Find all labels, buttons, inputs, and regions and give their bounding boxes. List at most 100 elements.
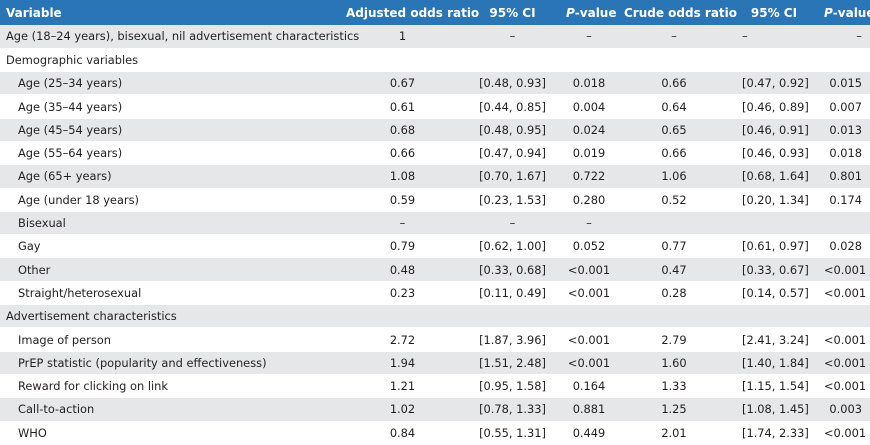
cell-p-value-adjusted: 0.881 <box>560 397 618 422</box>
cell-p-value-adjusted <box>560 48 618 73</box>
cell-variable: Bisexual <box>0 211 340 236</box>
table-row: Age (25–34 years) 0.67 [0.48, 0.93] 0.018 0.… <box>0 71 870 96</box>
cell-adjusted-odds-ratio <box>340 48 465 73</box>
cell-p-value-adjusted: 0.722 <box>560 164 618 189</box>
cell-variable: Age (55–64 years) <box>0 141 340 166</box>
cell-ci-crude: [0.61, 0.97] <box>730 234 818 259</box>
cell-adjusted-odds-ratio: 0.61 <box>340 94 465 119</box>
cell-crude-odds-ratio: 2.01 <box>618 421 730 445</box>
header-p-letter: P <box>824 5 833 20</box>
cell-p-value-crude: 0.007 <box>818 94 870 119</box>
cell-ci-adjusted: [0.44, 0.85] <box>465 94 560 119</box>
cell-ci-crude: [1.74, 2.33] <box>730 421 818 445</box>
table-row: Age (65+ years) 1.08 [0.70, 1.67] 0.722 1.06… <box>0 164 870 189</box>
table-row: WHO 0.84 [0.55, 1.31] 0.449 2.01 [1.74, 2.33]… <box>0 421 870 445</box>
cell-adjusted-odds-ratio: 0.48 <box>340 257 465 282</box>
cell-variable: Age (35–44 years) <box>0 94 340 119</box>
cell-ci-crude: [0.33, 0.67] <box>730 257 818 282</box>
cell-crude-odds-ratio <box>618 48 730 73</box>
table-header-row: Variable Adjusted odds ratio 95% CI P-va… <box>0 0 870 25</box>
cell-variable: Gay <box>0 234 340 259</box>
cell-variable: Advertisement characteristics <box>0 304 340 329</box>
cell-ci-adjusted: – <box>465 25 560 49</box>
header-variable: Variable <box>6 5 62 20</box>
cell-p-value-adjusted: 0.019 <box>560 141 618 166</box>
cell-ci-adjusted: [0.55, 1.31] <box>465 421 560 445</box>
cell-adjusted-odds-ratio: 2.72 <box>340 327 465 352</box>
cell-ci-crude: [0.46, 0.89] <box>730 94 818 119</box>
header-p-value-crude: P-value <box>818 0 870 25</box>
table-row: Call-to-action 1.02 [0.78, 1.33] 0.881 1.25[… <box>0 397 870 422</box>
table-row: Age (55–64 years) 0.66 [0.47, 0.94] 0.019 0.… <box>0 141 870 166</box>
cell-crude-odds-ratio: 1.60 <box>618 351 730 375</box>
cell-variable: Call-to-action <box>0 397 340 422</box>
cell-p-value-adjusted: <0.001 <box>560 281 618 306</box>
cell-crude-odds-ratio <box>618 211 730 236</box>
cell-crude-odds-ratio: – <box>618 25 730 49</box>
cell-ci-adjusted: [0.23, 1.53] <box>465 188 560 212</box>
table-row: Gay 0.79 [0.62, 1.00] 0.052 0.77 [0.61, 0.97]… <box>0 234 870 259</box>
cell-p-value-crude: <0.001 <box>818 327 870 352</box>
cell-adjusted-odds-ratio <box>340 304 465 329</box>
cell-ci-adjusted: [0.62, 1.00] <box>465 234 560 259</box>
cell-ci-crude: [0.47, 0.92] <box>730 71 818 96</box>
cell-adjusted-odds-ratio: 0.84 <box>340 421 465 445</box>
cell-variable: Straight/heterosexual <box>0 281 340 306</box>
cell-adjusted-odds-ratio: 0.23 <box>340 281 465 306</box>
table-row: PrEP statistic (popularity and effective… <box>0 351 870 375</box>
table-row: Image of person 2.72 [1.87, 3.96] <0.001 2.7… <box>0 327 870 352</box>
table-row: Age (35–44 years) 0.61 [0.44, 0.85] 0.004 0.… <box>0 94 870 119</box>
cell-adjusted-odds-ratio: 1.08 <box>340 164 465 189</box>
cell-ci-crude: [0.68, 1.64] <box>730 164 818 189</box>
cell-crude-odds-ratio <box>618 304 730 329</box>
cell-p-value-crude: 0.013 <box>818 118 870 142</box>
cell-p-value-crude: <0.001 <box>818 421 870 445</box>
cell-p-value-adjusted: – <box>560 25 618 49</box>
cell-adjusted-odds-ratio: 0.66 <box>340 141 465 166</box>
cell-ci-adjusted <box>465 304 560 329</box>
cell-ci-crude: [1.15, 1.54] <box>730 374 818 399</box>
cell-crude-odds-ratio: 0.77 <box>618 234 730 259</box>
cell-crude-odds-ratio: 0.66 <box>618 71 730 96</box>
cell-variable: Demographic variables <box>0 48 340 73</box>
cell-p-value-adjusted: 0.280 <box>560 188 618 212</box>
cell-p-value-crude: 0.018 <box>818 141 870 166</box>
cell-adjusted-odds-ratio: 1.21 <box>340 374 465 399</box>
cell-crude-odds-ratio: 0.64 <box>618 94 730 119</box>
cell-variable: Age (25–34 years) <box>0 71 340 96</box>
cell-adjusted-odds-ratio: 1.94 <box>340 351 465 375</box>
cell-crude-odds-ratio: 0.28 <box>618 281 730 306</box>
cell-crude-odds-ratio: 1.06 <box>618 164 730 189</box>
cell-adjusted-odds-ratio: 0.59 <box>340 188 465 212</box>
cell-variable: Age (under 18 years) <box>0 188 340 212</box>
cell-p-value-adjusted: 0.052 <box>560 234 618 259</box>
table-row: Reward for clicking on link 1.21 [0.95, 1.… <box>0 374 870 399</box>
cell-crude-odds-ratio: 0.52 <box>618 188 730 212</box>
cell-ci-adjusted: [0.33, 0.68] <box>465 257 560 282</box>
cell-crude-odds-ratio: 0.66 <box>618 141 730 166</box>
header-p-suffix: -value <box>574 5 617 20</box>
table-row: Age (18–24 years), bisexual, nil adverti… <box>0 25 870 49</box>
header-adjusted-odds-ratio: Adjusted odds ratio <box>346 5 480 20</box>
table-row: Demographic variables <box>0 48 870 73</box>
cell-p-value-adjusted: 0.018 <box>560 71 618 96</box>
table-row: Age (45–54 years) 0.68 [0.48, 0.95] 0.024 0.… <box>0 118 870 142</box>
cell-ci-adjusted: [0.78, 1.33] <box>465 397 560 422</box>
cell-p-value-crude <box>818 211 870 236</box>
cell-p-value-adjusted: 0.449 <box>560 421 618 445</box>
cell-adjusted-odds-ratio: 0.79 <box>340 234 465 259</box>
cell-ci-crude <box>730 211 818 236</box>
cell-ci-crude: [1.08, 1.45] <box>730 397 818 422</box>
cell-p-value-crude: 0.003 <box>818 397 870 422</box>
cell-crude-odds-ratio: 0.47 <box>618 257 730 282</box>
header-ci-crude: 95% CI <box>750 5 798 20</box>
cell-ci-crude: [0.14, 0.57] <box>730 281 818 306</box>
cell-p-value-crude <box>818 304 870 329</box>
cell-p-value-crude: <0.001 <box>818 374 870 399</box>
cell-variable: Image of person <box>0 327 340 352</box>
cell-p-value-adjusted: 0.004 <box>560 94 618 119</box>
cell-p-value-crude: <0.001 <box>818 281 870 306</box>
cell-crude-odds-ratio: 1.25 <box>618 397 730 422</box>
cell-variable: PrEP statistic (popularity and effective… <box>0 351 340 375</box>
cell-p-value-adjusted: 0.024 <box>560 118 618 142</box>
